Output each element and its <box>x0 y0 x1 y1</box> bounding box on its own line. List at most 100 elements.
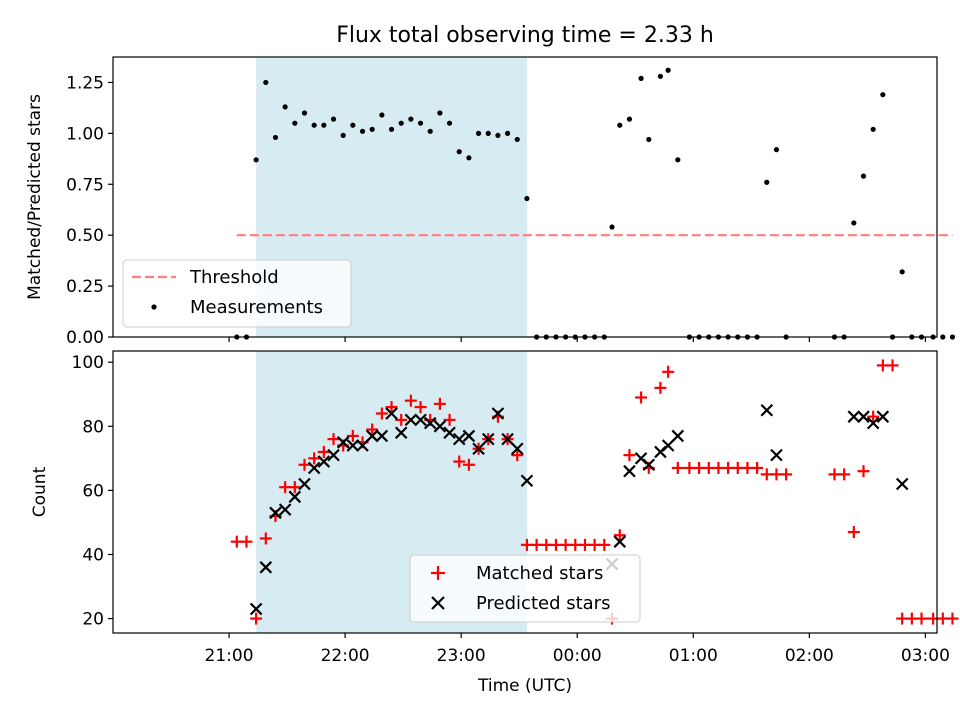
measurement-point <box>524 195 530 202</box>
measurement-point <box>638 75 644 81</box>
matched-star-point <box>662 365 675 378</box>
matched-star-point <box>414 401 427 414</box>
matched-star-point <box>298 458 311 471</box>
predicted-star-point <box>346 439 360 452</box>
bottom-y-axis-label: Count <box>30 466 50 517</box>
matched-star-point <box>598 538 611 551</box>
bottom-y-tick-label: 100 <box>72 353 104 373</box>
measurement-point <box>272 134 279 141</box>
measurement-point <box>485 130 491 136</box>
legend-measurements-label: Measurements <box>190 297 323 318</box>
predicted-star-point <box>404 413 418 427</box>
legend-predicted-label: Predicted stars <box>476 593 610 614</box>
bottom-legend-box <box>409 554 641 623</box>
measurement-point <box>860 173 867 179</box>
top-y-tick-label: 0.50 <box>66 226 104 246</box>
bottom-panel: 20 40 60 80 100 21:00 22:00 23:00 00:00 01:00 02:… <box>30 350 959 696</box>
measurement-point <box>609 224 615 230</box>
x-axis-label: Time (UTC) <box>477 676 572 696</box>
predicted-star-point <box>510 442 524 456</box>
matched-star-point <box>385 401 398 414</box>
measurement-point <box>657 73 663 79</box>
matched-star-point <box>375 407 388 420</box>
matched-star-point <box>780 468 793 481</box>
top-y-ticks: 0.00 0.25 0.50 0.75 1.00 1.25 <box>66 73 113 348</box>
measurement-point <box>870 126 876 132</box>
matched-star-point <box>308 452 321 465</box>
measurement-point <box>514 136 520 143</box>
measurement-point <box>369 126 375 132</box>
top-legend-box <box>122 259 352 328</box>
predicted-star-point <box>269 506 282 520</box>
predicted-star-point <box>661 439 675 452</box>
matched-star-point <box>346 429 359 442</box>
predicted-star-point <box>895 477 909 491</box>
legend-matched-swatch <box>431 566 445 580</box>
top-legend: Threshold Measurements <box>122 259 352 328</box>
measurement-point <box>263 79 269 86</box>
predicted-star-point <box>671 429 685 443</box>
matched-star-point <box>511 449 524 462</box>
measurement-point <box>466 155 472 161</box>
predicted-star-point <box>472 442 485 456</box>
measurement-point <box>899 269 905 275</box>
matched-star-point <box>317 445 330 458</box>
top-y-tick-label: 0.25 <box>66 277 104 297</box>
measurement-point <box>253 157 259 163</box>
measurement-point <box>764 179 770 185</box>
measurement-point <box>437 110 443 116</box>
matched-star-point <box>886 359 899 372</box>
chart-title: Flux total observing time = 2.33 h <box>336 23 714 48</box>
measurement-point <box>475 130 482 136</box>
predicted-star-point <box>327 448 340 462</box>
measurement-point <box>379 112 385 118</box>
measurement-point <box>388 126 395 132</box>
predicted-star-point <box>317 455 331 468</box>
matched-star-point <box>613 529 626 542</box>
top-panel: Flux total observing time = 2.33 h 0.000… <box>25 23 956 348</box>
measurement-point <box>504 130 511 136</box>
predicted-star-point <box>847 410 861 423</box>
bottom-axes-frame <box>112 350 938 634</box>
matched-star-point <box>453 455 466 468</box>
predicted-star-point <box>288 490 302 504</box>
matched-star-point <box>288 481 301 494</box>
predicted-star-point <box>307 461 321 475</box>
measurement-point <box>417 120 424 126</box>
bottom-x-tick-label: 21:00 <box>205 646 254 666</box>
legend-predicted-swatch <box>431 596 445 610</box>
predicted-star-point <box>770 448 783 462</box>
bottom-y-ticks: 20 40 60 80 100 <box>72 353 113 630</box>
predicted-star-point <box>356 439 369 452</box>
bottom-y-tick-label: 80 <box>82 417 104 437</box>
measurement-point <box>427 128 433 134</box>
measurement-point <box>617 122 623 128</box>
measurement-point <box>949 334 956 340</box>
top-axes-frame <box>112 56 938 338</box>
top-y-axis-label: Matched/Predicted stars <box>25 94 45 300</box>
measurement-point <box>398 120 404 126</box>
predicted-star-point <box>623 464 636 478</box>
predicted-star-point <box>642 458 656 472</box>
measurement-point <box>675 157 681 163</box>
predicted-star-point <box>866 416 880 430</box>
measurement-point <box>321 122 327 128</box>
bottom-x-tick-label: 01:00 <box>669 646 718 666</box>
predicted-star-point <box>481 432 495 446</box>
matched-star-point <box>433 397 446 410</box>
predicted-star-point <box>394 426 408 439</box>
predicted-stars-points <box>249 404 909 616</box>
measurement-point <box>880 92 886 98</box>
measurement-point <box>773 147 780 153</box>
measurement-point <box>456 149 462 155</box>
bottom-x-tick-label: 22:00 <box>321 646 370 666</box>
measurement-point <box>292 120 298 126</box>
measurement-point <box>282 104 288 110</box>
predicted-star-point <box>443 426 456 439</box>
predicted-star-point <box>375 429 389 443</box>
legend-measurements-swatch <box>151 304 157 310</box>
predicted-star-point <box>491 407 505 420</box>
predicted-star-point <box>249 602 263 616</box>
matched-star-point <box>462 458 475 471</box>
